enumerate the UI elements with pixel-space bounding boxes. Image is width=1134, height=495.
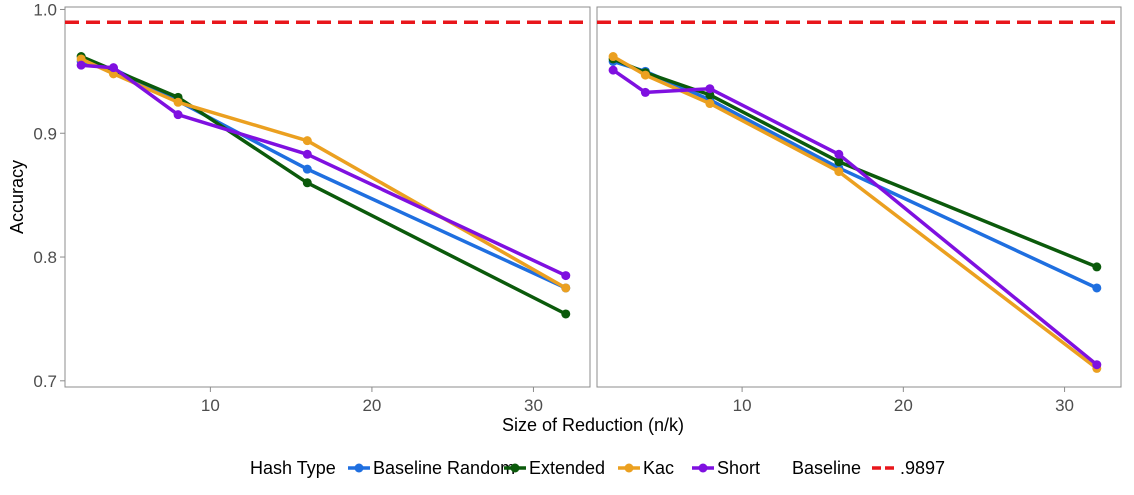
data-point-short xyxy=(608,65,618,75)
data-point-short xyxy=(108,63,118,73)
x-tick-label: 30 xyxy=(1055,396,1074,415)
y-tick-label: 0.9 xyxy=(33,124,57,143)
legend-hash-type-title: Hash Type xyxy=(250,458,336,478)
x-tick-label: 20 xyxy=(894,396,913,415)
panel-2: 10 20 30 xyxy=(596,6,1122,415)
data-point-kac xyxy=(561,283,571,293)
legend-key-point-kac xyxy=(624,463,634,473)
y-axis-title: Accuracy xyxy=(7,160,27,234)
data-point-short xyxy=(76,60,86,70)
series-line-short xyxy=(79,63,568,278)
x-tick-label: 10 xyxy=(733,396,752,415)
panel-border xyxy=(64,6,591,388)
data-point-baseline-random xyxy=(302,164,312,174)
legend-key-point-short xyxy=(698,463,708,473)
legend-entry-extended: Extended xyxy=(529,458,605,478)
data-point-extended xyxy=(1092,262,1102,272)
data-point-short xyxy=(705,84,715,94)
legend-key-point-baseline-random xyxy=(354,463,364,473)
y-tick-label: 1.0 xyxy=(33,0,57,19)
legend-entry-kac: Kac xyxy=(643,458,674,478)
data-point-short xyxy=(640,87,650,97)
series-line-kac xyxy=(611,54,1099,371)
x-axis-title: Size of Reduction (n/k) xyxy=(502,415,684,435)
data-point-short xyxy=(561,271,571,281)
y-tick-label: 0.7 xyxy=(33,372,57,391)
data-point-kac xyxy=(608,52,618,62)
data-point-kac xyxy=(76,54,86,64)
legend-entry-baseline-random: Baseline Random xyxy=(373,458,515,478)
legend-entry-short: Short xyxy=(717,458,760,478)
data-point-kac xyxy=(108,69,118,79)
series-line-baseline-random xyxy=(611,59,1099,290)
legend-key-point-extended xyxy=(510,463,520,473)
data-point-short xyxy=(1092,360,1102,370)
data-point-kac xyxy=(834,167,844,177)
data-point-kac xyxy=(705,99,715,109)
panel-border xyxy=(596,6,1122,388)
series-line-short xyxy=(611,68,1099,367)
legend-entry-baseline-value: .9897 xyxy=(900,458,945,478)
data-point-kac xyxy=(302,136,312,146)
data-point-short xyxy=(302,149,312,159)
x-tick-label: 30 xyxy=(524,396,543,415)
legend-baseline-title: Baseline xyxy=(792,458,861,478)
x-tick-label: 20 xyxy=(362,396,381,415)
data-point-kac xyxy=(173,97,183,107)
data-point-short xyxy=(834,149,844,159)
x-tick-label: 10 xyxy=(201,396,220,415)
data-point-short xyxy=(173,110,183,120)
data-point-extended xyxy=(302,178,312,188)
y-tick-label: 0.8 xyxy=(33,248,57,267)
data-point-kac xyxy=(640,70,650,80)
data-point-extended xyxy=(834,157,844,167)
data-point-extended xyxy=(561,309,571,319)
data-point-baseline-random xyxy=(1092,283,1102,293)
data-point-extended xyxy=(705,90,715,100)
legend: Hash Type Baseline Random Extended Kac Short… xyxy=(250,458,945,478)
panel-1: 10 20 30 xyxy=(64,6,591,415)
